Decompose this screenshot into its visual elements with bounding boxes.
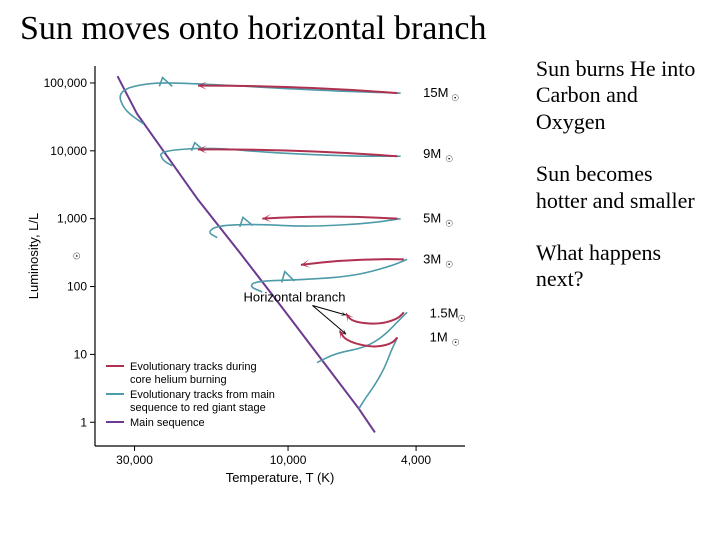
svg-text:☉: ☉ xyxy=(72,252,82,260)
chart-container: 1 10 100 1,000 10,000 100,000 30,000 10,000 4,00… xyxy=(20,56,532,491)
annotation-1: Sun burns He into Carbon and Oxygen xyxy=(536,56,700,135)
page-title: Sun moves onto horizontal branch xyxy=(20,10,700,48)
svg-text:☉: ☉ xyxy=(451,93,459,103)
annotation-2: Sun becomes hotter and smaller xyxy=(536,161,700,214)
svg-text:Luminosity, L/L: Luminosity, L/L xyxy=(26,213,41,299)
svg-text:Horizontal branch: Horizontal branch xyxy=(244,289,346,304)
svg-text:4,000: 4,000 xyxy=(401,453,431,467)
svg-text:1: 1 xyxy=(80,415,87,429)
side-annotations: Sun burns He into Carbon and Oxygen Sun … xyxy=(532,56,700,491)
svg-text:☉: ☉ xyxy=(445,154,453,164)
svg-text:Evolutionary tracks during: Evolutionary tracks during xyxy=(130,361,257,373)
svg-text:☉: ☉ xyxy=(445,259,453,269)
svg-text:Evolutionary tracks from main: Evolutionary tracks from main xyxy=(130,389,275,401)
svg-text:1.5M: 1.5M xyxy=(430,306,459,321)
hr-diagram: 1 10 100 1,000 10,000 100,000 30,000 10,000 4,00… xyxy=(20,56,530,486)
svg-text:15M: 15M xyxy=(423,85,448,100)
content-row: 1 10 100 1,000 10,000 100,000 30,000 10,000 4,00… xyxy=(20,56,700,491)
svg-text:core helium burning: core helium burning xyxy=(130,374,227,386)
svg-text:Main sequence: Main sequence xyxy=(130,417,205,429)
svg-text:10: 10 xyxy=(74,347,88,361)
svg-text:3M: 3M xyxy=(423,251,441,266)
svg-text:Temperature, T (K): Temperature, T (K) xyxy=(226,470,335,485)
svg-text:30,000: 30,000 xyxy=(116,453,153,467)
annotation-3: What happens next? xyxy=(536,240,700,293)
svg-text:☉: ☉ xyxy=(445,219,453,229)
svg-text:100,000: 100,000 xyxy=(44,76,88,90)
svg-text:☉: ☉ xyxy=(452,337,460,347)
svg-text:☉: ☉ xyxy=(458,314,466,324)
svg-text:10,000: 10,000 xyxy=(50,144,87,158)
svg-text:sequence to red giant stage: sequence to red giant stage xyxy=(130,402,266,414)
svg-text:100: 100 xyxy=(67,280,87,294)
svg-text:10,000: 10,000 xyxy=(270,453,307,467)
svg-text:5M: 5M xyxy=(423,211,441,226)
svg-text:1M: 1M xyxy=(430,329,448,344)
svg-text:9M: 9M xyxy=(423,146,441,161)
svg-text:1,000: 1,000 xyxy=(57,212,87,226)
